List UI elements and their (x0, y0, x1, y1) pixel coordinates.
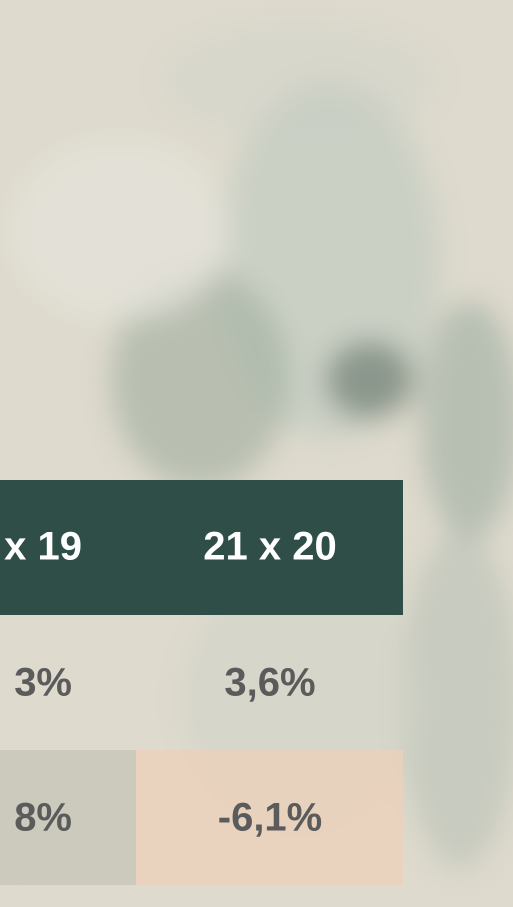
header-cell: x 19 (4, 525, 82, 569)
table-cell: 8% (14, 796, 72, 840)
header-cell: 21 x 20 (203, 525, 336, 569)
page: x 19 21 x 20 3% 3,6% 8% -6,1% (() => { c… (0, 0, 513, 907)
table-cell: 3,6% (224, 661, 315, 705)
screen: x 19 21 x 20 3% 3,6% 8% -6,1% (0, 0, 513, 907)
table-cell: -6,1% (218, 796, 323, 840)
table-cell: 3% (14, 661, 72, 705)
